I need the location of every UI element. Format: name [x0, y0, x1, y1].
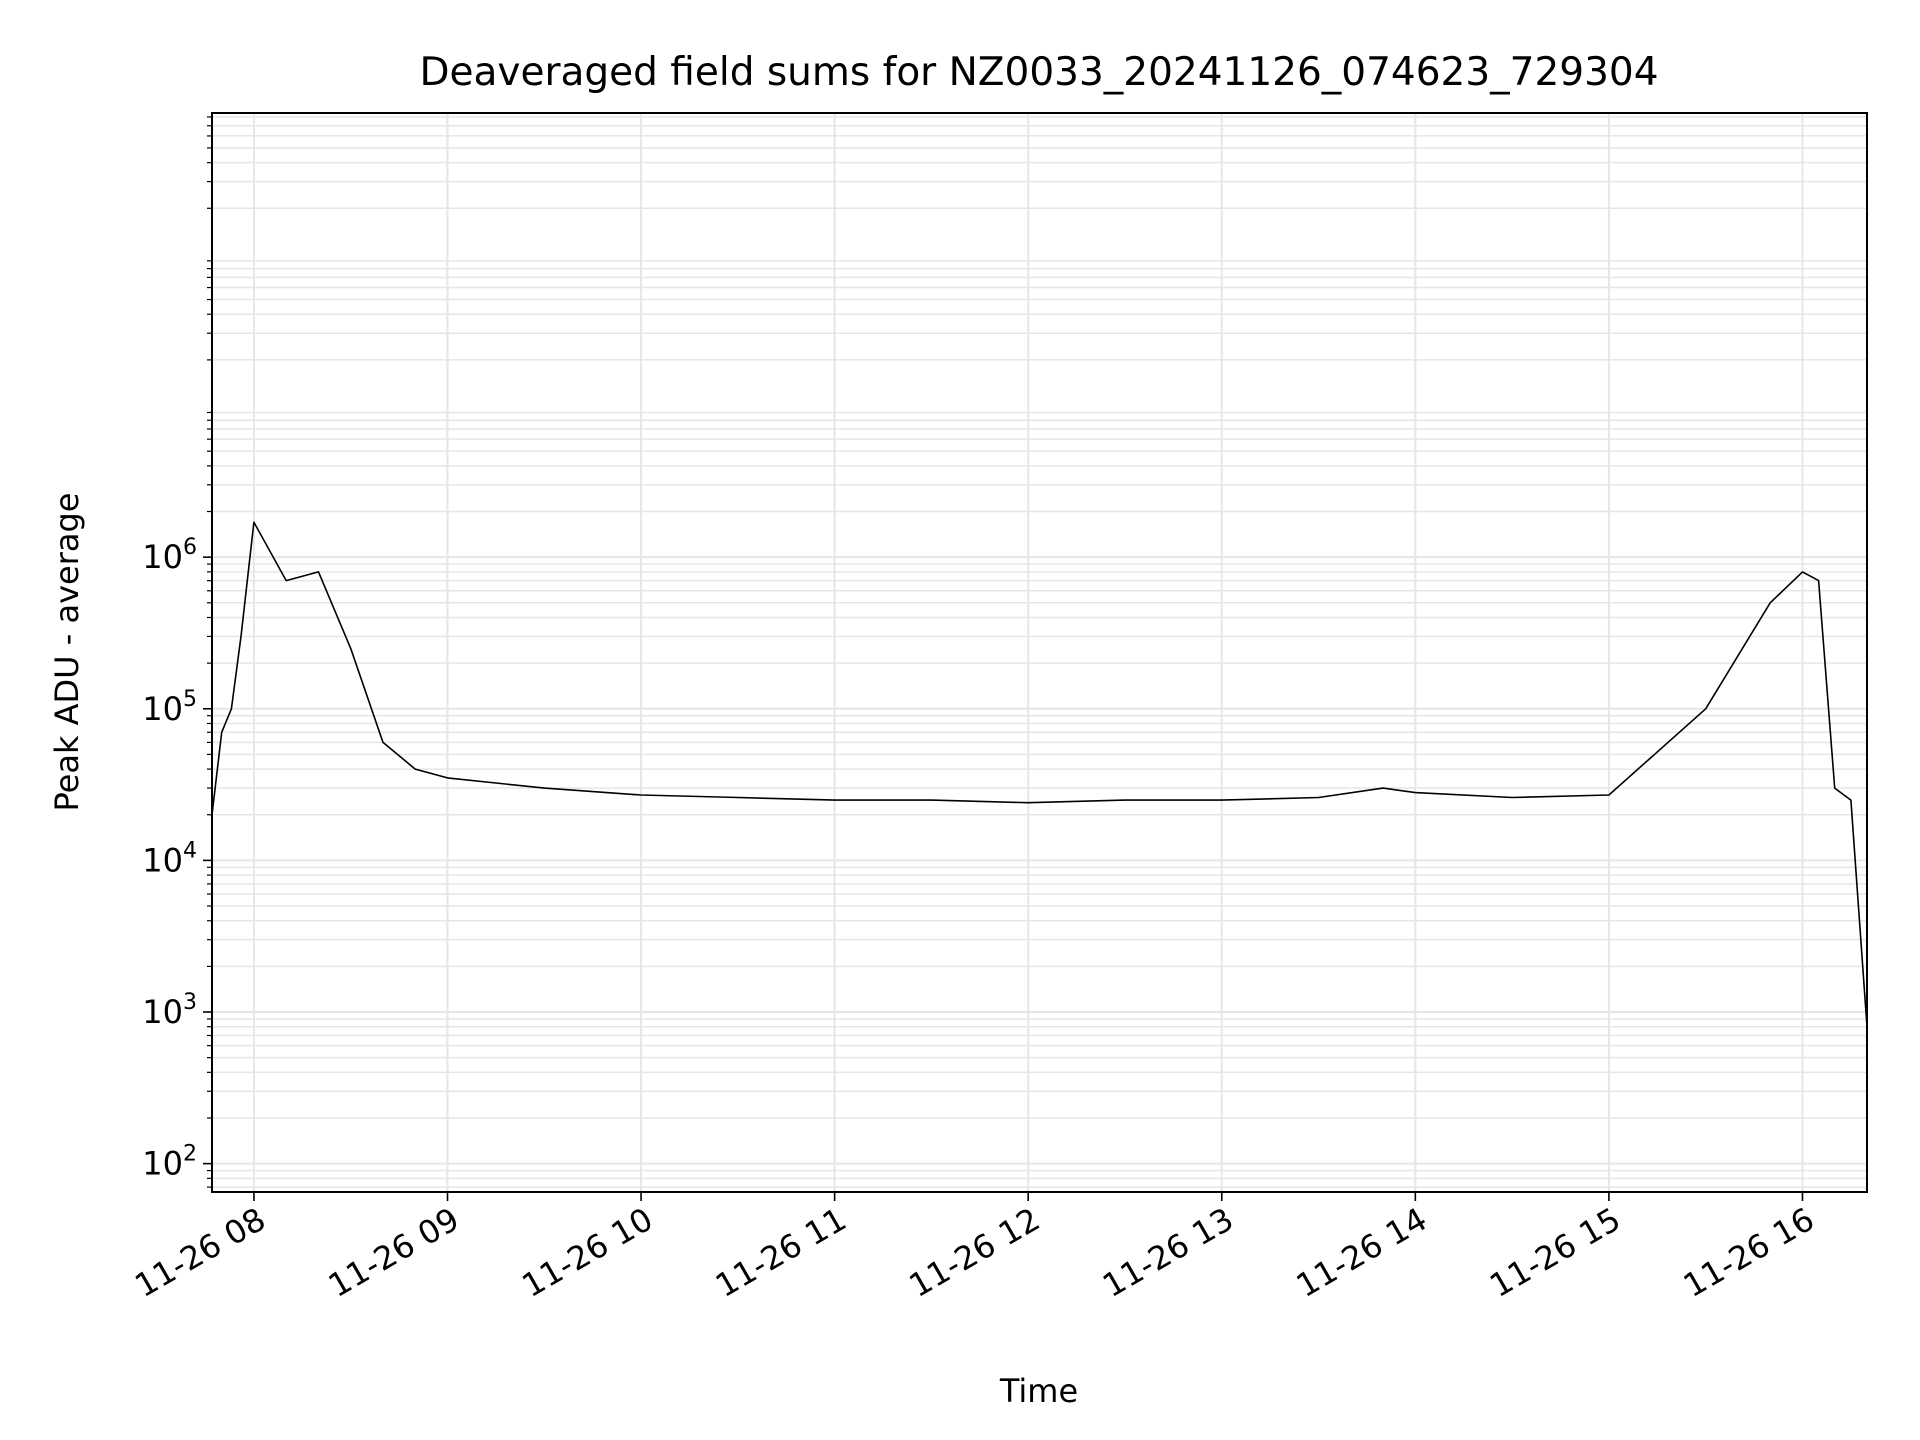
data-series — [212, 521, 1867, 1027]
y-tick-label: 102 — [142, 1142, 197, 1183]
chart-title: Deaveraged field sums for NZ0033_2024112… — [419, 50, 1658, 95]
y-tick-label: 103 — [142, 990, 197, 1031]
y-tick-label: 105 — [142, 687, 197, 728]
plot-frame — [211, 112, 1868, 1193]
y-axis-label: Peak ADU - average — [48, 493, 86, 812]
x-axis-label: Time — [999, 1372, 1078, 1410]
series-line-0 — [212, 521, 1867, 1027]
y-tick-label: 104 — [142, 838, 197, 879]
grid — [212, 113, 1867, 1192]
y-tick-label: 106 — [142, 535, 197, 576]
